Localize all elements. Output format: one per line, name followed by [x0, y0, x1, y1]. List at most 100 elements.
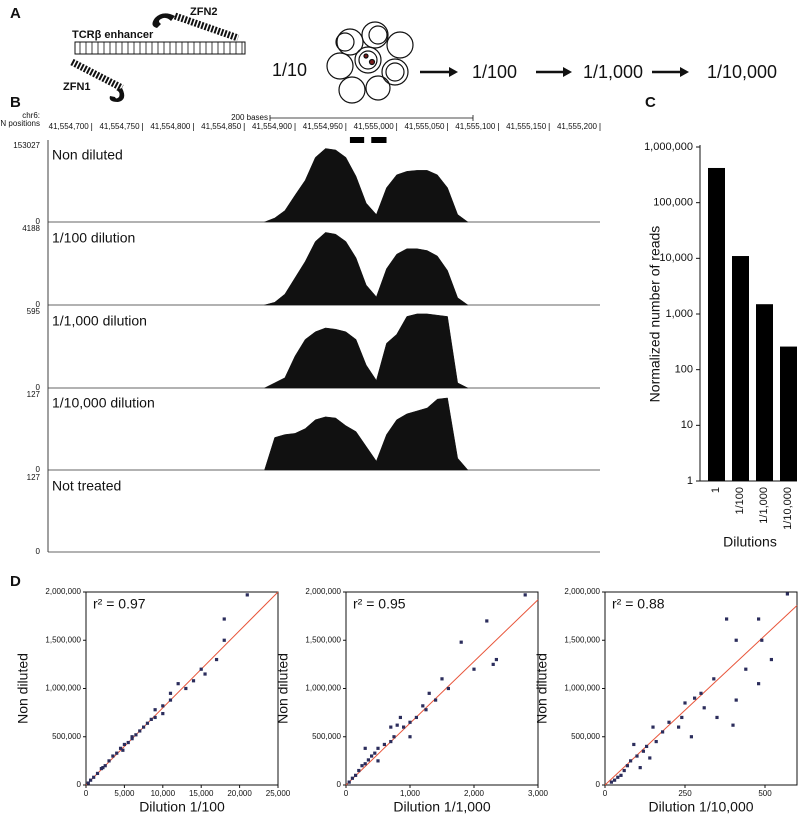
point: [414, 715, 418, 720]
y-tick-label: 0: [77, 780, 82, 789]
point: [130, 737, 134, 741]
x-tick-label: 1: [710, 487, 722, 493]
point: [635, 754, 639, 758]
point: [392, 735, 396, 739]
y-tick-label: 1,500,000: [564, 635, 600, 644]
x-axis-label: Dilution 1/1,000: [393, 799, 491, 815]
point: [472, 667, 476, 671]
x-tick-label: 15,000: [189, 789, 214, 798]
point: [613, 778, 617, 782]
point: [683, 701, 687, 705]
point: [126, 740, 130, 745]
point: [408, 735, 412, 739]
x-tick-label: 41,554,800: [150, 122, 191, 131]
x-tick-label: 1/1,000: [758, 487, 770, 524]
point: [632, 742, 636, 747]
point: [161, 704, 165, 708]
track-tick-label: 0: [36, 547, 41, 556]
point: [153, 708, 157, 712]
x-tick-label: 41,555,200: [557, 122, 598, 131]
point: [760, 638, 764, 642]
point: [769, 657, 773, 662]
point: [191, 679, 196, 683]
point: [785, 592, 789, 596]
y-tick-label: 100: [675, 364, 693, 376]
x-tick-label: 0: [84, 789, 89, 798]
y-tick-label: 100,000: [653, 197, 693, 209]
point: [168, 691, 173, 695]
point: [651, 725, 655, 729]
fit-line: [345, 599, 539, 786]
point: [214, 657, 219, 662]
point: [118, 746, 123, 750]
point: [702, 706, 706, 710]
point: [142, 725, 146, 729]
point: [440, 677, 444, 681]
track-label: 1/100 dilution: [52, 230, 135, 246]
point: [645, 744, 649, 748]
y-axis-label: Non diluted: [15, 653, 31, 724]
point: [677, 725, 681, 729]
point: [757, 617, 761, 621]
x-tick-label: 250: [678, 789, 692, 798]
dilution-label: 1/10: [272, 60, 307, 80]
point: [134, 733, 138, 737]
point: [89, 778, 93, 782]
plot-frame: [345, 591, 539, 786]
x-tick-label: 2,000: [464, 789, 485, 798]
point: [111, 754, 115, 758]
y-tick-label: 1,000,000: [305, 684, 341, 693]
x-tick-label: 0: [603, 789, 608, 798]
panel-label: A: [10, 5, 21, 22]
coverage-area: [264, 313, 468, 389]
point: [176, 682, 180, 686]
point: [149, 717, 153, 721]
x-tick-label: 41,554,700: [49, 122, 90, 131]
x-tick-label: 3,000: [528, 789, 549, 798]
point: [427, 691, 431, 695]
r-squared: r² = 0.88: [612, 596, 665, 612]
bar: [780, 346, 797, 481]
y-tick-label: 500,000: [52, 732, 81, 741]
x-tick-label: 1/10,000: [782, 487, 794, 530]
zfn-position: [371, 137, 387, 143]
x-tick-label: 41,554,750: [99, 122, 140, 131]
point: [121, 748, 125, 752]
point: [689, 735, 693, 739]
point: [389, 739, 393, 744]
y-tick-label: 500,000: [571, 732, 600, 741]
point: [494, 657, 498, 662]
point: [347, 780, 351, 784]
x-tick-label: 25,000: [266, 789, 291, 798]
bar: [708, 167, 725, 481]
y-tick-label: 1,500,000: [45, 635, 81, 644]
point: [609, 780, 613, 784]
point: [376, 746, 380, 750]
coverage-area: [264, 232, 469, 306]
track-tick-label: 0: [36, 465, 41, 474]
x-tick-label: 10,000: [151, 789, 176, 798]
track-label: Not treated: [52, 478, 121, 494]
y-tick-label: 1,000,000: [644, 141, 693, 153]
x-tick-label: 1,000: [400, 789, 421, 798]
point: [638, 766, 642, 770]
zfn1-nuclease: [109, 88, 125, 102]
track-label: 1/1,000 dilution: [52, 313, 147, 329]
point: [680, 715, 684, 720]
chrom-label: chr6:: [22, 111, 40, 120]
dilution-label: 1/10,000: [707, 62, 777, 82]
coverage-area: [264, 148, 469, 223]
track-tick-label: 153027: [13, 141, 40, 150]
panel-label: C: [645, 94, 656, 111]
point: [408, 720, 412, 724]
point: [757, 682, 761, 686]
x-tick-label: 20,000: [227, 789, 252, 798]
dilution-label: 1/100: [472, 62, 517, 82]
bar: [756, 304, 773, 481]
point: [86, 781, 90, 785]
point: [731, 723, 735, 727]
point: [161, 711, 165, 716]
point: [654, 739, 658, 744]
point: [693, 696, 697, 700]
point: [138, 729, 142, 733]
